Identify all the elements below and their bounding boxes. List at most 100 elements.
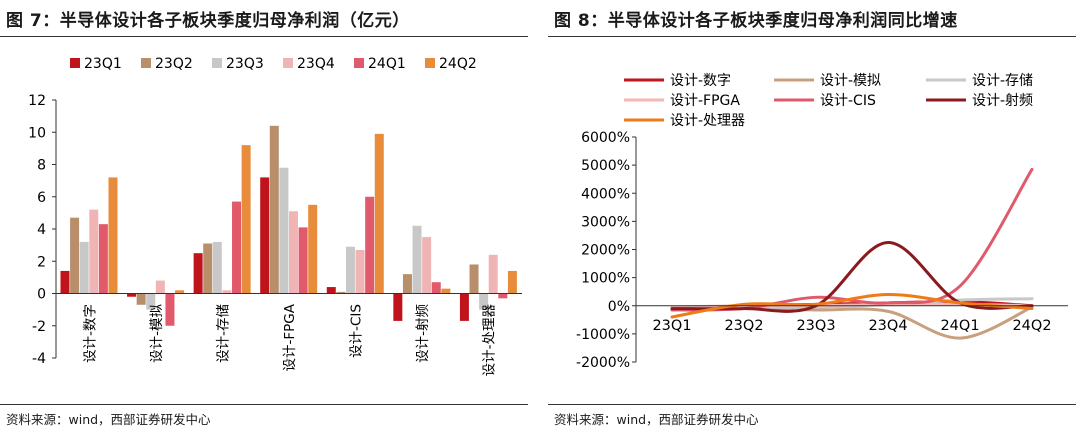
series-line (670, 167, 1034, 312)
bar (374, 133, 384, 294)
legend-label: 设计-数字 (670, 73, 731, 89)
x-tick-label: 24Q1 (940, 318, 979, 334)
title-rule (548, 36, 1076, 37)
bar (60, 270, 70, 294)
bar (469, 264, 479, 294)
x-tick-label: 23Q2 (724, 318, 763, 334)
legend-label: 设计-处理器 (670, 113, 745, 129)
legend-swatch (70, 58, 80, 68)
bar (155, 280, 165, 294)
x-tick-label: 24Q2 (1012, 318, 1051, 334)
legend-label: 设计-模拟 (820, 73, 881, 89)
y-tick-label: 12 (28, 93, 46, 109)
y-tick-label: 0 (37, 287, 46, 303)
y-tick-label: 4000% (581, 186, 630, 202)
x-tick-label: 23Q4 (868, 318, 907, 334)
bar (212, 241, 222, 294)
y-tick-label: 6 (37, 190, 46, 206)
series-line (670, 292, 1034, 319)
legend-swatch (141, 58, 151, 68)
bar (260, 177, 270, 294)
bar (441, 288, 451, 294)
bar (488, 254, 498, 294)
legend-swatch (212, 58, 222, 68)
bar (98, 224, 108, 294)
legend-label: 设计-FPGA (670, 93, 740, 109)
y-tick-label: 0% (608, 299, 630, 315)
bar (269, 125, 279, 294)
y-tick-label: -2 (32, 319, 46, 335)
bar (175, 290, 185, 294)
legend-label: 设计-存储 (972, 73, 1033, 89)
bar (345, 246, 355, 294)
category-label: 设计-射频 (415, 304, 431, 363)
category-label: 设计-CIS (349, 304, 365, 358)
bar (308, 204, 318, 294)
bar (146, 293, 156, 310)
y-tick-label: 8 (37, 158, 46, 174)
bar (108, 177, 118, 294)
bar (326, 287, 336, 294)
source-rule (548, 404, 1076, 405)
y-tick-label: 10 (28, 125, 46, 141)
bar (507, 270, 517, 294)
bar (279, 167, 289, 294)
bar (459, 293, 469, 321)
y-tick-label: 5000% (581, 158, 630, 174)
bar (355, 249, 365, 294)
chart-title: 图 8：半导体设计各子板块季度归母净利润同比增速 (554, 11, 958, 31)
legend-label: 23Q1 (84, 56, 122, 72)
bar (193, 253, 203, 294)
category-label: 设计-处理器 (482, 304, 498, 377)
bar (241, 145, 251, 294)
bar (431, 282, 441, 294)
bar (79, 241, 89, 294)
x-tick-label: 23Q1 (652, 318, 691, 334)
legend-label: 23Q4 (297, 56, 335, 72)
y-tick-label: 1000% (581, 271, 630, 287)
x-tick-label: 23Q3 (796, 318, 835, 334)
bar (365, 196, 375, 294)
bar (70, 217, 80, 294)
legend-label: 23Q3 (226, 56, 264, 72)
source-rule (0, 404, 528, 405)
y-tick-label: -1000% (576, 327, 630, 343)
y-tick-label: 6000% (581, 130, 630, 146)
bar (393, 293, 403, 321)
source-note: 资料来源：wind，西部证券研发中心 (554, 412, 759, 427)
category-label: 设计-FPGA (282, 303, 298, 371)
legend-label: 24Q2 (439, 56, 477, 72)
bar (336, 291, 346, 294)
category-label: 设计-存储 (215, 304, 231, 363)
category-label: 设计-模拟 (149, 304, 165, 363)
y-tick-label: 3000% (581, 214, 630, 230)
bar (422, 237, 432, 294)
legend-label: 设计-CIS (820, 93, 876, 109)
bar-chart: 23Q1 23Q2 23Q3 23Q4 24Q1 24Q2 12 10 8 6 4 2 0 -2 -4 设计-… (28, 56, 522, 377)
y-tick-label: 2 (37, 254, 46, 270)
bar (89, 209, 99, 294)
source-note: 资料来源：wind，西部证券研发中心 (6, 412, 211, 427)
bar (289, 211, 298, 294)
legend-label: 24Q1 (368, 56, 406, 72)
legend-label: 23Q2 (155, 56, 193, 72)
y-tick-label: 2000% (581, 243, 630, 259)
legend-swatch (425, 58, 435, 68)
bar (136, 293, 146, 305)
category-label: 设计-数字 (82, 304, 98, 363)
chart-title: 图 7：半导体设计各子板块季度归母净利润（亿元） (6, 11, 410, 31)
bar (498, 293, 508, 299)
bar (402, 274, 412, 294)
bar (127, 293, 137, 297)
legend-label: 设计-射频 (972, 93, 1033, 109)
bar (298, 227, 308, 294)
y-tick-label: -4 (32, 351, 46, 367)
bar (232, 201, 242, 294)
bar (479, 293, 489, 310)
bar (412, 225, 422, 294)
title-rule (0, 36, 528, 37)
bar (165, 293, 175, 326)
chart-panel-yoy-growth: 图 8：半导体设计各子板块季度归母净利润同比增速 设计-数字 设计-模拟 设计-存储… (548, 0, 1076, 430)
bar (222, 290, 232, 294)
